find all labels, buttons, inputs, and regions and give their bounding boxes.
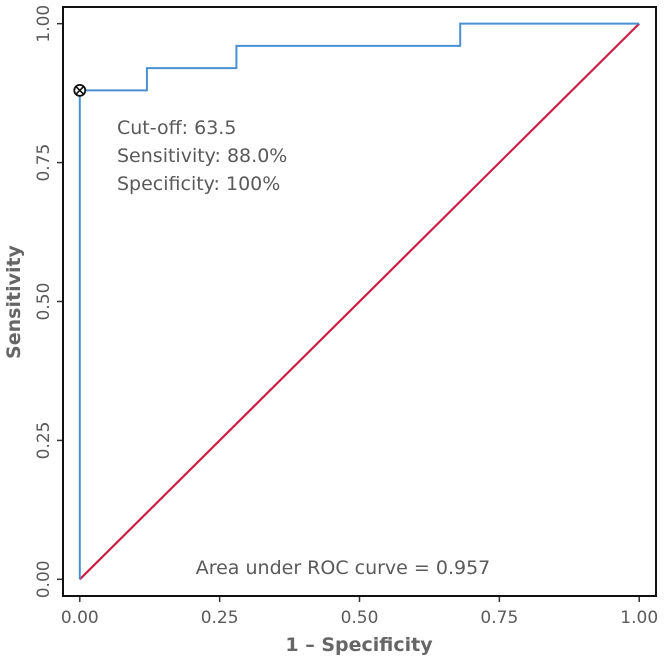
roc-curve: [78, 22, 640, 580]
x-tick-label: 1.00: [620, 608, 658, 628]
x-axis-title: 1 – Specificity: [285, 634, 433, 656]
reference-line: [79, 22, 640, 581]
plot-frame: [62, 6, 657, 597]
sensitivity-annotation: Sensitivity: 88.0%: [117, 145, 287, 167]
x-tick-label: 0.25: [201, 608, 239, 628]
x-tick-label: 0.00: [61, 608, 99, 628]
specificity-annotation: Specificity: 100%: [117, 173, 280, 195]
y-tick-label: 0.25: [34, 421, 54, 459]
auc-annotation: Area under ROC curve = 0.957: [196, 557, 491, 579]
y-tick-label: 0.50: [34, 283, 54, 321]
y-tick-label: 0.00: [34, 560, 54, 598]
y-axis-title: Sensitivity: [3, 244, 25, 358]
circle-x-icon: [73, 83, 87, 97]
y-tick-label: 1.00: [34, 5, 54, 43]
cutoff-annotation: Cut-off: 63.5: [117, 117, 236, 139]
x-tick-label: 0.50: [341, 608, 379, 628]
y-tick-label: 0.75: [34, 144, 54, 182]
x-tick-label: 0.75: [480, 608, 518, 628]
